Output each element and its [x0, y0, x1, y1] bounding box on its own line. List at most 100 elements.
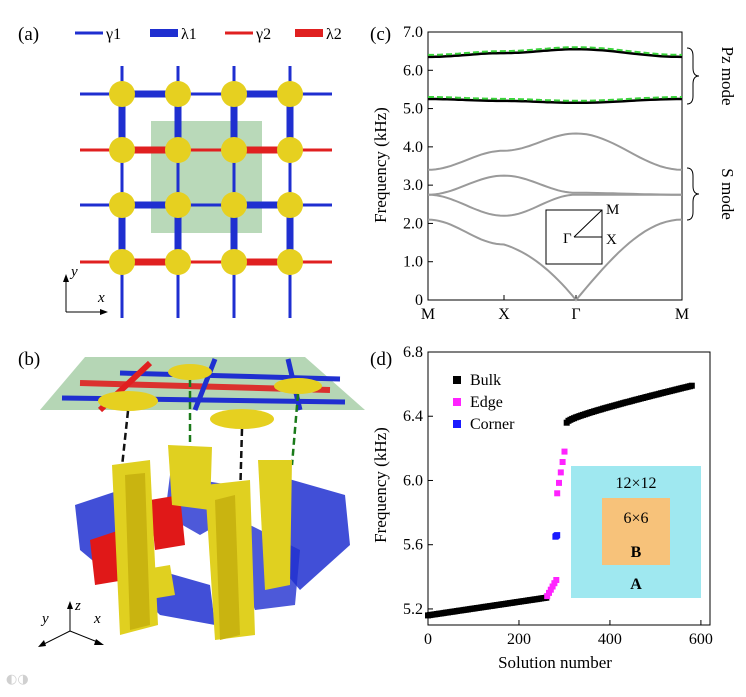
- axis-z-label: z: [74, 598, 81, 614]
- band-line-pz: [428, 97, 682, 105]
- data-point-edge: [557, 469, 564, 476]
- xtick-label-c: M: [675, 306, 689, 323]
- inner-region: [602, 498, 670, 565]
- watermark-logo: ◐◑: [6, 672, 29, 687]
- axis-x-label: x: [97, 290, 105, 306]
- bz-inset: Γ X M: [545, 202, 619, 265]
- xtick-label-d: 0: [424, 631, 432, 648]
- panel-a: (a) γ1 λ1 γ2 λ2 x y: [18, 24, 342, 318]
- data-point-edge: [559, 459, 566, 465]
- ytick-label-d: 6.4: [403, 408, 423, 425]
- ytick-label-c: 1.0: [403, 254, 423, 271]
- band-line-s: [427, 193, 682, 217]
- lattice-site: [109, 192, 135, 218]
- lattice-site: [221, 137, 247, 163]
- band-line-s: [427, 132, 683, 171]
- panel-a-label: (a): [18, 24, 39, 45]
- panel-d-label: (d): [370, 349, 392, 370]
- lattice-site: [165, 249, 191, 275]
- ytick-label-d: 6.0: [403, 472, 423, 489]
- lattice: [80, 66, 332, 318]
- xtick-label-c: M: [421, 306, 435, 323]
- legend-gamma1: γ1: [105, 26, 121, 43]
- data-point-edge: [554, 490, 561, 497]
- xtick-label-d: 200: [507, 631, 531, 648]
- data-point-bulk: [688, 382, 695, 389]
- xtick-label-d: 400: [598, 631, 622, 648]
- ytick-label-d: 5.2: [403, 601, 423, 618]
- panel-d: (d) Frequency (kHz) Solution number 5.2 5…: [370, 344, 713, 672]
- legend-corner: Corner: [470, 416, 515, 433]
- lattice-site: [109, 249, 135, 275]
- s-mode-label: S mode: [718, 168, 737, 219]
- lattice-site: [221, 192, 247, 218]
- legend-edge: Edge: [470, 394, 503, 411]
- data-point-edge: [553, 577, 560, 583]
- lattice-site: [221, 249, 247, 275]
- ytick-label-d: 6.8: [403, 344, 423, 361]
- inset-inner-size: 6×6: [623, 510, 648, 527]
- lattice-site: [165, 137, 191, 163]
- axis-y-label: y: [69, 264, 78, 280]
- data-point-edge: [556, 479, 562, 486]
- legend-gamma2: γ2: [255, 26, 271, 43]
- mode-braces: Pz mode S mode: [686, 46, 737, 221]
- supercell-inset: 12×12 6×6 B A: [571, 466, 701, 598]
- lattice-site: [109, 81, 135, 107]
- panel-c-label: (c): [370, 24, 391, 45]
- panel-b: (b): [18, 349, 365, 647]
- inset-gamma: Γ: [563, 231, 572, 247]
- data-point-edge: [544, 593, 551, 600]
- inset-outer-letter: A: [630, 576, 642, 593]
- panel-d-ylabel: Frequency (kHz): [371, 427, 390, 543]
- data-point-edge: [551, 580, 558, 587]
- lattice-site: [277, 137, 303, 163]
- ytick-label-c: 5.0: [403, 101, 423, 118]
- xtick-label-c: Γ: [571, 306, 580, 323]
- band-line-s: [427, 174, 682, 196]
- data-point-edge: [547, 586, 554, 593]
- data-point-edge: [549, 583, 556, 590]
- ytick-label-c: 7.0: [403, 24, 423, 41]
- ytick-label-d: 5.6: [403, 537, 423, 554]
- plot-frame-c: [427, 31, 683, 301]
- plot-frame-d: [427, 351, 711, 626]
- top-plate: [40, 357, 365, 429]
- xtick-label-d: 600: [689, 631, 713, 648]
- unit-cell: [151, 121, 262, 233]
- ytick-label-c: 3.0: [403, 177, 423, 194]
- lattice-site: [221, 81, 247, 107]
- data-point-edge: [546, 589, 552, 596]
- band-line-s: [427, 218, 683, 302]
- pz-mode-label: Pz mode: [718, 46, 737, 105]
- lattice-site: [165, 192, 191, 218]
- axis-y-label-b: y: [40, 611, 49, 627]
- unit-structure-3d: [75, 445, 350, 640]
- panel-a-axes: x y: [63, 264, 108, 315]
- inset-x: X: [606, 232, 617, 248]
- panel-c-ylabel: Frequency (kHz): [371, 107, 390, 223]
- xtick-label-c: X: [498, 306, 510, 323]
- panel-b-label: (b): [18, 349, 40, 370]
- lattice-site: [277, 249, 303, 275]
- lattice-site: [165, 81, 191, 107]
- band-line-pz-overlay: [428, 96, 682, 102]
- data-point-edge: [561, 448, 568, 455]
- inset-outer-size: 12×12: [615, 475, 656, 492]
- ytick-label-c: 4.0: [403, 139, 423, 156]
- legend-lambda2: λ2: [326, 26, 342, 43]
- ytick-label-c: 0: [415, 292, 423, 309]
- data-point-corner: [554, 532, 561, 539]
- panel-c: (c) Frequency (kHz) 0 1.0 2.0 3.0 4.0 5.0 6.0 7…: [370, 24, 737, 323]
- panel-b-axes: z x y: [38, 598, 104, 647]
- lattice-site: [277, 192, 303, 218]
- axis-x-label-b: x: [93, 611, 101, 627]
- inset-m: M: [606, 202, 619, 218]
- ytick-label-c: 6.0: [403, 62, 423, 79]
- panel-d-legend: Bulk Edge Corner: [453, 372, 515, 433]
- legend-bulk: Bulk: [470, 372, 501, 389]
- panel-d-xlabel: Solution number: [498, 653, 612, 672]
- lattice-site: [109, 137, 135, 163]
- lattice-site: [277, 81, 303, 107]
- band-line-pz: [428, 47, 683, 59]
